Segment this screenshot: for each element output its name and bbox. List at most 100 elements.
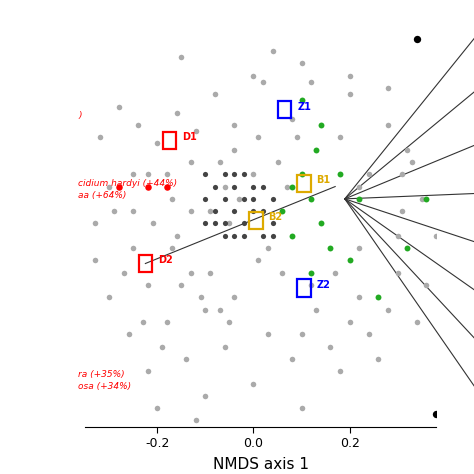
Point [250, 171, 257, 178]
Point [230, 171, 238, 178]
Point [129, 208, 137, 215]
Point [384, 84, 392, 92]
Point [298, 97, 305, 104]
Point [192, 417, 200, 424]
Point [432, 410, 440, 418]
Point [201, 171, 209, 178]
Point [279, 269, 286, 276]
Point [187, 208, 195, 215]
Bar [139, 255, 152, 272]
Bar [163, 132, 176, 149]
Point [226, 318, 233, 326]
Bar [278, 101, 292, 118]
Text: ra (+35%): ra (+35%) [78, 370, 125, 379]
Point [298, 404, 305, 412]
Point [120, 269, 128, 276]
Point [226, 219, 233, 227]
X-axis label: NMDS axis 1: NMDS axis 1 [213, 457, 309, 472]
Point [139, 318, 147, 326]
Point [399, 208, 406, 215]
Point [384, 121, 392, 129]
Point [293, 134, 301, 141]
Point [288, 115, 296, 123]
Point [230, 293, 238, 301]
Point [298, 171, 305, 178]
Point [288, 183, 296, 191]
Point [259, 208, 267, 215]
Point [106, 293, 113, 301]
Point [201, 195, 209, 203]
Point [403, 244, 411, 252]
Point [115, 103, 123, 110]
Point [255, 256, 262, 264]
Point [307, 78, 315, 86]
Point [250, 183, 257, 191]
Point [403, 146, 411, 154]
Point [221, 219, 228, 227]
Point [269, 219, 276, 227]
Point [307, 269, 315, 276]
Point [230, 183, 238, 191]
Point [207, 208, 214, 215]
Point [240, 195, 248, 203]
Point [168, 195, 175, 203]
Point [312, 146, 320, 154]
Point [269, 232, 276, 239]
Point [115, 183, 123, 191]
Point [230, 208, 238, 215]
Point [264, 244, 272, 252]
Point [221, 171, 228, 178]
Point [346, 91, 354, 98]
Point [255, 134, 262, 141]
Point [135, 121, 142, 129]
Point [230, 232, 238, 239]
Point [288, 232, 296, 239]
Point [235, 195, 243, 203]
Point [418, 195, 426, 203]
Point [129, 171, 137, 178]
Point [346, 256, 354, 264]
Point [201, 392, 209, 400]
Point [365, 171, 373, 178]
Point [365, 330, 373, 338]
Point [221, 183, 228, 191]
Point [192, 128, 200, 135]
Point [327, 244, 334, 252]
Point [298, 330, 305, 338]
Point [273, 158, 281, 166]
Point [259, 232, 267, 239]
Point [374, 355, 382, 363]
Point [384, 306, 392, 313]
Point [163, 318, 171, 326]
Point [221, 232, 228, 239]
Point [250, 380, 257, 387]
Point [91, 256, 99, 264]
Point [269, 195, 276, 203]
Point [230, 146, 238, 154]
Point [154, 140, 161, 147]
Point [307, 281, 315, 289]
Point [158, 343, 166, 350]
Point [72, 219, 80, 227]
Bar [297, 175, 310, 192]
Point [77, 269, 84, 276]
Point [394, 232, 401, 239]
Point [216, 306, 224, 313]
Point [298, 60, 305, 67]
Bar [249, 212, 263, 229]
Point [259, 78, 267, 86]
Text: D2: D2 [158, 255, 173, 265]
Point [216, 158, 224, 166]
Point [408, 158, 416, 166]
Point [423, 195, 430, 203]
Point [240, 219, 248, 227]
Point [312, 306, 320, 313]
Text: D1: D1 [182, 132, 197, 142]
Point [269, 47, 276, 55]
Point [144, 171, 152, 178]
Point [346, 318, 354, 326]
Point [207, 269, 214, 276]
Point [307, 195, 315, 203]
Point [144, 183, 152, 191]
Point [182, 355, 190, 363]
